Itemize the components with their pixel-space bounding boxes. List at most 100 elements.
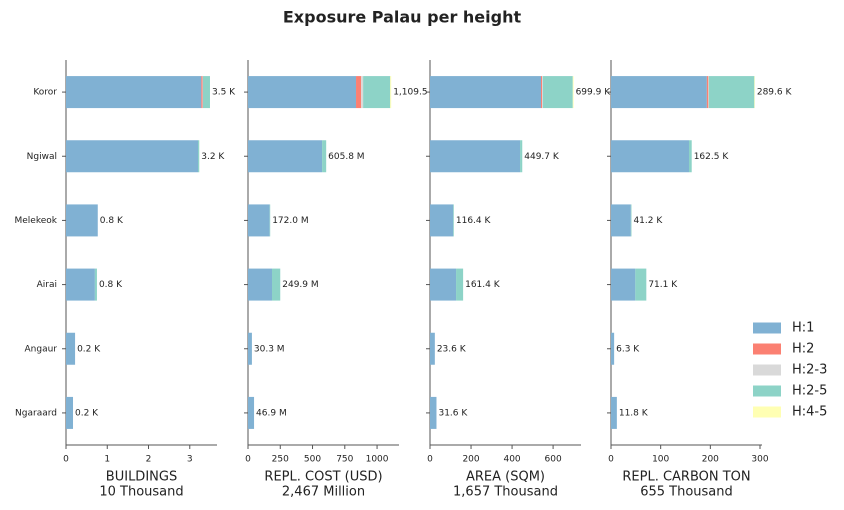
bar-segment xyxy=(66,332,76,365)
bar-segment xyxy=(202,76,210,109)
bar-segment xyxy=(322,140,327,173)
chart-title: Exposure Palau per height xyxy=(283,8,522,27)
legend-swatch xyxy=(753,343,781,355)
bar-segment xyxy=(66,204,98,237)
bar-segment xyxy=(248,140,323,173)
legend-swatch xyxy=(753,385,781,397)
value-label: 0.2 K xyxy=(75,408,99,418)
legend-label: H:1 xyxy=(792,321,814,336)
bar-segment xyxy=(430,332,435,365)
bar-segment xyxy=(635,268,647,301)
bar-segment xyxy=(611,140,689,173)
value-label: 1,109.5 M xyxy=(393,88,438,98)
x-tick-label: 1 xyxy=(104,455,110,465)
legend-label: H:2 xyxy=(792,342,814,357)
legend-label: H:4-5 xyxy=(792,405,827,420)
bar-segment xyxy=(66,268,95,301)
bar-segment xyxy=(542,76,573,109)
y-tick-label: Ngaraard xyxy=(15,408,57,418)
bar-segment xyxy=(94,268,97,301)
x-axis-sublabel: 2,467 Million xyxy=(282,485,365,500)
value-label: 71.1 K xyxy=(648,280,678,290)
value-label: 249.9 M xyxy=(282,280,318,290)
bar-segment xyxy=(66,140,199,173)
value-label: 0.8 K xyxy=(100,216,124,226)
bar-segment xyxy=(611,332,615,365)
legend-label: H:2-3 xyxy=(792,363,827,378)
bar-segment xyxy=(248,332,252,365)
y-tick-label: Melekeok xyxy=(15,216,58,226)
x-tick-label: 500 xyxy=(304,455,321,465)
bar-segment xyxy=(201,76,203,109)
value-label: 31.6 K xyxy=(438,408,468,418)
bar-segment xyxy=(542,76,543,109)
x-tick-label: 3 xyxy=(187,455,193,465)
value-label: 0.8 K xyxy=(99,280,123,290)
bar-segment xyxy=(572,76,574,109)
bar-segment xyxy=(430,396,437,429)
value-label: 699.9 K xyxy=(576,88,612,98)
x-axis-sublabel: 10 Thousand xyxy=(99,485,183,500)
bar-segment xyxy=(540,76,543,109)
bar-segment xyxy=(269,204,271,237)
y-tick-label: Koror xyxy=(33,88,57,98)
x-axis-label: BUILDINGS xyxy=(106,470,177,485)
bar-segment xyxy=(430,204,454,237)
bar-segment xyxy=(611,396,617,429)
bar-segment xyxy=(430,268,457,301)
x-tick-label: 2 xyxy=(146,455,152,465)
value-label: 161.4 K xyxy=(465,280,501,290)
value-label: 11.8 K xyxy=(619,408,649,418)
bar-segment xyxy=(248,268,273,301)
value-label: 116.4 K xyxy=(456,216,492,226)
value-label: 172.0 M xyxy=(272,216,308,226)
x-axis-label: REPL. CARBON TON xyxy=(622,470,750,485)
bar-segment xyxy=(611,268,636,301)
legend-swatch xyxy=(753,406,781,418)
bar-segment xyxy=(66,396,74,429)
x-tick-label: 600 xyxy=(545,455,562,465)
bar-segment xyxy=(708,76,755,109)
value-label: 23.6 K xyxy=(437,344,467,354)
value-label: 3.5 K xyxy=(212,88,236,98)
bar-segment xyxy=(456,268,464,301)
legend-label: H:2-5 xyxy=(792,384,827,399)
bar-segment xyxy=(706,76,709,109)
bar-segment xyxy=(361,76,364,109)
bar-segment xyxy=(390,76,392,109)
x-axis-sublabel: 1,657 Thousand xyxy=(453,485,558,500)
value-label: 41.2 K xyxy=(633,216,663,226)
legend-swatch xyxy=(753,322,781,334)
bar-segment xyxy=(688,140,692,173)
x-tick-label: 750 xyxy=(336,455,353,465)
bar-segment xyxy=(356,76,362,109)
bar-segment xyxy=(611,204,631,237)
x-tick-label: 100 xyxy=(652,455,669,465)
bar-segment xyxy=(248,396,255,429)
x-axis-label: AREA (SQM) xyxy=(466,470,545,485)
x-tick-label: 250 xyxy=(272,455,289,465)
x-tick-label: 300 xyxy=(751,455,768,465)
value-label: 605.8 M xyxy=(328,152,364,162)
x-tick-label: 200 xyxy=(702,455,719,465)
x-tick-label: 0 xyxy=(427,455,433,465)
x-tick-label: 0 xyxy=(63,455,69,465)
y-tick-label: Angaur xyxy=(25,344,58,354)
value-label: 289.6 K xyxy=(757,88,793,98)
value-label: 162.5 K xyxy=(694,152,730,162)
x-tick-label: 200 xyxy=(462,455,479,465)
bar-segment xyxy=(453,204,454,237)
value-label: 0.2 K xyxy=(77,344,101,354)
bar-segment xyxy=(248,204,270,237)
y-tick-label: Ngiwal xyxy=(27,152,57,162)
bar-segment xyxy=(272,268,281,301)
bar-segment xyxy=(198,140,200,173)
x-tick-label: 1000 xyxy=(366,455,389,465)
bar-segment xyxy=(611,76,707,109)
x-tick-label: 0 xyxy=(608,455,614,465)
bar-segment xyxy=(520,140,523,173)
bar-segment xyxy=(363,76,391,109)
value-label: 449.7 K xyxy=(524,152,560,162)
legend-swatch xyxy=(753,364,781,376)
